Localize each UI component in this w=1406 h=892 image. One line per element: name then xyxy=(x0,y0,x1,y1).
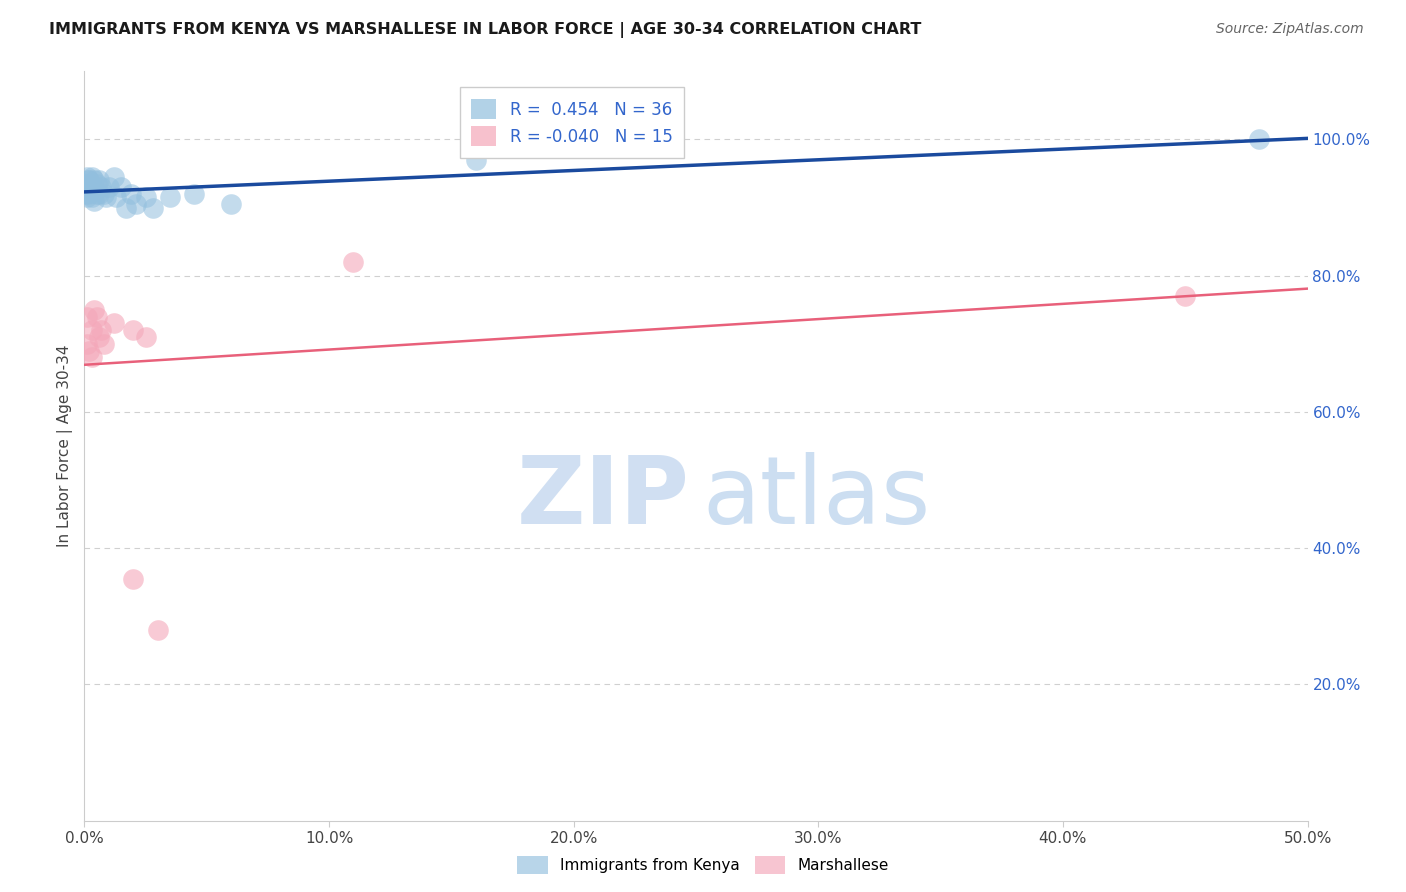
Point xyxy=(83,184,105,198)
Point xyxy=(159,190,181,204)
Point xyxy=(86,186,108,201)
Point xyxy=(77,186,100,201)
Point xyxy=(76,180,98,194)
Point xyxy=(125,197,148,211)
Point xyxy=(142,201,165,215)
Point xyxy=(77,173,100,187)
Point xyxy=(80,351,103,365)
Point xyxy=(103,317,125,331)
Point xyxy=(90,180,112,194)
Point xyxy=(80,169,103,184)
Point xyxy=(120,186,142,201)
Point xyxy=(115,201,138,215)
Point xyxy=(75,177,97,191)
Point xyxy=(86,310,108,324)
Point xyxy=(122,572,145,586)
Point xyxy=(80,180,103,194)
Point xyxy=(86,177,108,191)
Point xyxy=(122,323,145,337)
Point xyxy=(76,190,98,204)
Point xyxy=(219,197,242,211)
Point xyxy=(76,169,98,184)
Point xyxy=(96,190,118,204)
Point xyxy=(93,336,115,351)
Point xyxy=(342,255,364,269)
Point xyxy=(1174,289,1197,303)
Point xyxy=(135,330,157,344)
Point xyxy=(97,180,120,194)
Text: ZIP: ZIP xyxy=(517,452,690,544)
Point xyxy=(464,153,486,167)
Legend: R =  0.454   N = 36, R = -0.040   N = 15: R = 0.454 N = 36, R = -0.040 N = 15 xyxy=(460,87,685,158)
Point xyxy=(110,180,132,194)
Point xyxy=(83,194,105,208)
Point xyxy=(83,173,105,187)
Point xyxy=(87,173,110,187)
Point xyxy=(87,186,110,201)
Point xyxy=(77,173,100,187)
Point xyxy=(83,302,105,317)
Point xyxy=(80,323,103,337)
Legend: Immigrants from Kenya, Marshallese: Immigrants from Kenya, Marshallese xyxy=(510,850,896,880)
Text: atlas: atlas xyxy=(702,452,931,544)
Point xyxy=(77,180,100,194)
Point xyxy=(75,186,97,201)
Point xyxy=(80,190,103,204)
Point xyxy=(183,186,205,201)
Text: IMMIGRANTS FROM KENYA VS MARSHALLESE IN LABOR FORCE | AGE 30-34 CORRELATION CHAR: IMMIGRANTS FROM KENYA VS MARSHALLESE IN … xyxy=(49,22,921,38)
Point xyxy=(87,330,110,344)
Text: Source: ZipAtlas.com: Source: ZipAtlas.com xyxy=(1216,22,1364,37)
Point xyxy=(93,186,115,201)
Point xyxy=(77,343,100,358)
Point xyxy=(1247,132,1270,146)
Point xyxy=(135,190,157,204)
Point xyxy=(76,310,98,324)
Point xyxy=(90,323,112,337)
Point xyxy=(105,190,128,204)
Y-axis label: In Labor Force | Age 30-34: In Labor Force | Age 30-34 xyxy=(58,344,73,548)
Point xyxy=(146,623,169,637)
Point xyxy=(103,169,125,184)
Point xyxy=(76,336,98,351)
